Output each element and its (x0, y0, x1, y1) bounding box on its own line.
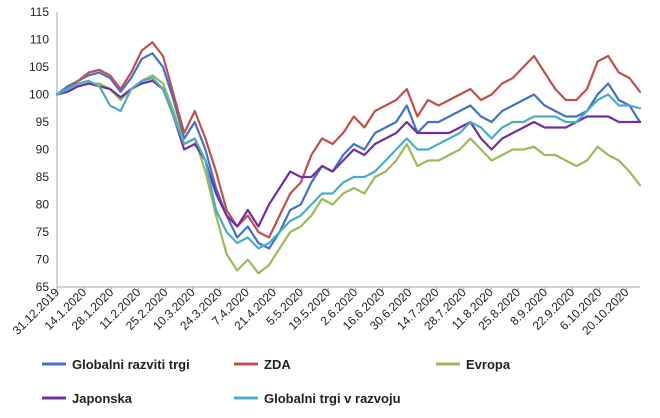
legend-label: ZDA (264, 357, 291, 372)
y-tick-label: 85 (36, 170, 50, 184)
y-tick-label: 75 (36, 225, 50, 239)
series-line-3 (55, 74, 642, 275)
y-axis: 65 70 75 80 85 90 95 100 105 110 115 (29, 5, 58, 294)
legend-label: Globalni trgi v razvoju (264, 391, 401, 406)
series-line-1 (55, 52, 642, 250)
x-axis: 31.12.201914.1.202028.1.202011.2.202025.… (10, 285, 640, 338)
series-line-4 (55, 79, 642, 228)
y-tick-label: 80 (36, 198, 50, 212)
series-lines (55, 41, 642, 275)
y-tick-label: 90 (36, 143, 50, 157)
legend-label: Japonska (72, 391, 133, 406)
y-tick-label: 110 (30, 33, 49, 47)
legend-label: Globalni razviti trgi (72, 357, 190, 372)
legend: Globalni razviti trgi ZDA Evropa Japonska Gl… (42, 357, 511, 406)
series-line-5 (55, 76, 642, 250)
y-tick-label: 105 (29, 60, 49, 74)
legend-label: Evropa (466, 357, 511, 372)
y-tick-label: 95 (36, 115, 50, 129)
series-line-2 (55, 41, 642, 239)
y-tick-label: 70 (36, 253, 50, 267)
y-tick-label: 65 (36, 280, 50, 294)
y-tick-label: 115 (30, 5, 49, 19)
y-tick-label: 100 (29, 88, 49, 102)
